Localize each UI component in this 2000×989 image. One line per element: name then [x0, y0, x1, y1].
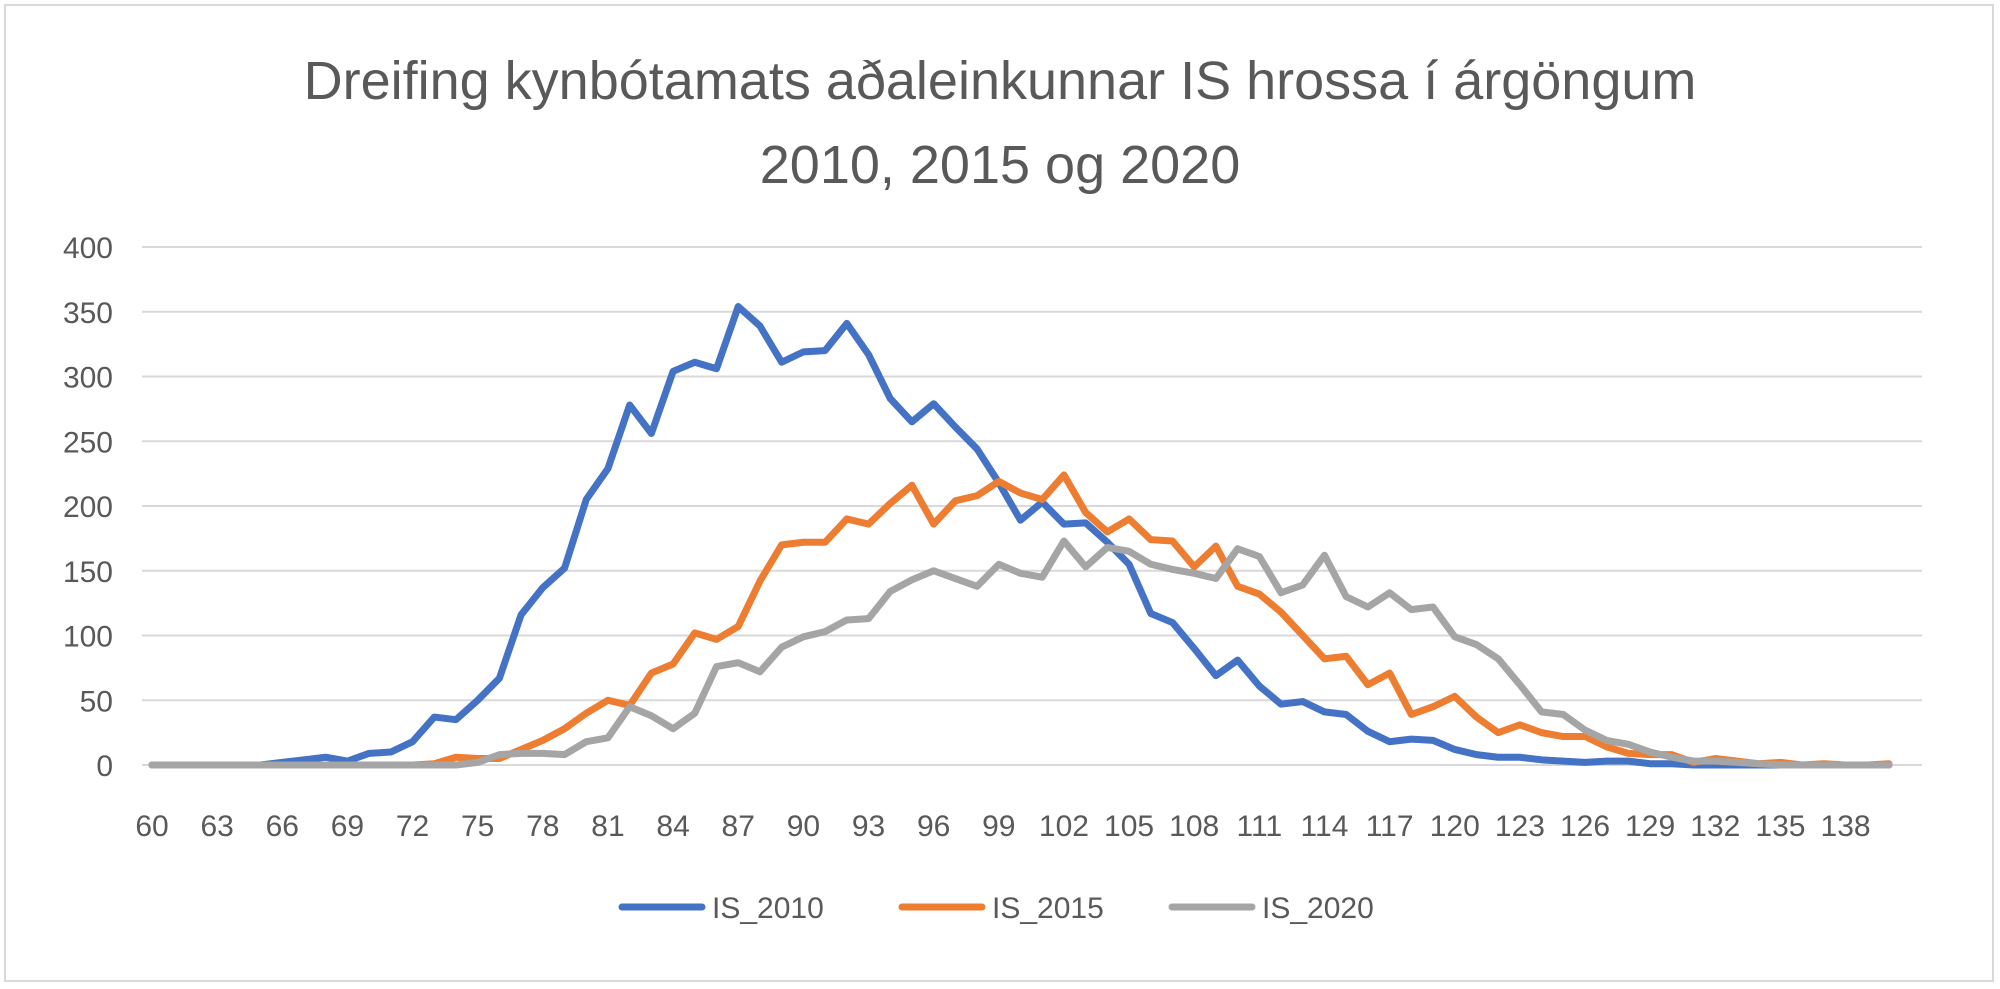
x-tick-label: 78: [526, 810, 559, 843]
x-tick-label: 84: [656, 810, 689, 843]
y-tick-label: 350: [63, 297, 113, 330]
x-tick-label: 117: [1366, 810, 1414, 843]
x-tick-label: 105: [1104, 810, 1154, 843]
x-tick-label: 135: [1755, 810, 1805, 843]
x-tick-label: 90: [787, 810, 820, 843]
y-tick-label: 250: [63, 426, 113, 459]
x-tick-label: 60: [135, 810, 168, 843]
x-tick-label: 114: [1301, 810, 1349, 843]
x-tick-label: 123: [1495, 810, 1545, 843]
x-tick-label: 87: [722, 810, 755, 843]
x-tick-label: 81: [591, 810, 624, 843]
x-tick-label: 99: [982, 810, 1015, 843]
x-tick-label: 138: [1821, 810, 1871, 843]
legend-label: IS_2020: [1262, 892, 1374, 925]
x-tick-label: 102: [1039, 810, 1089, 843]
y-tick-label: 200: [63, 491, 113, 524]
x-tick-label: 75: [461, 810, 494, 843]
legend-label: IS_2015: [992, 892, 1104, 925]
x-tick-label: 69: [331, 810, 364, 843]
legend-label: IS_2010: [712, 892, 824, 925]
y-tick-label: 0: [96, 750, 113, 783]
x-tick-label: 108: [1169, 810, 1219, 843]
x-tick-label: 129: [1625, 810, 1675, 843]
x-tick-label: 72: [396, 810, 429, 843]
x-tick-label: 93: [852, 810, 885, 843]
x-tick-label: 63: [200, 810, 233, 843]
x-tick-label: 132: [1690, 810, 1740, 843]
series-line-is_2020: [148, 537, 1893, 769]
series-line-is_2010: [148, 303, 1893, 769]
y-tick-label: 150: [63, 556, 113, 589]
chart-frame: [4, 4, 1994, 982]
chart-title-line2: 2010, 2015 og 2020: [759, 135, 1241, 195]
x-tick-label: 96: [917, 810, 950, 843]
y-tick-label: 300: [63, 362, 113, 395]
x-tick-label: 120: [1430, 810, 1480, 843]
x-tick-label: 126: [1560, 810, 1610, 843]
y-tick-label: 100: [63, 621, 113, 654]
chart-title-line1: Dreifing kynbótamats aðaleinkunnar IS hr…: [303, 51, 1697, 111]
y-tick-label: 400: [63, 232, 113, 265]
y-tick-label: 50: [80, 685, 113, 718]
x-tick-label: 111: [1237, 810, 1283, 843]
x-tick-label: 66: [266, 810, 299, 843]
